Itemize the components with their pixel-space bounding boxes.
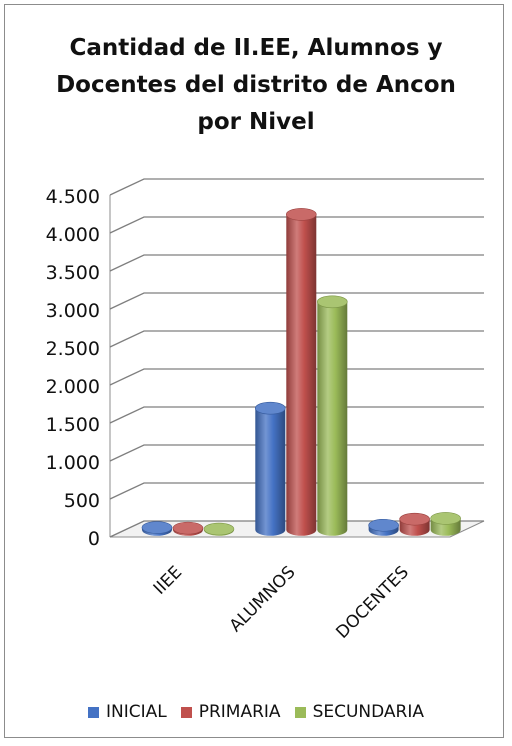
bar-top-inicial-iiee <box>141 521 173 534</box>
y-tick-label: 1.500 <box>46 414 100 436</box>
bar-top-primaria-iiee <box>172 521 204 535</box>
gridline <box>109 292 484 310</box>
chart-frame <box>4 4 504 738</box>
bar-top-secundaria-iiee <box>203 522 235 536</box>
legend-item: SECUNDARIA <box>294 702 425 722</box>
y-tick-label: 3.000 <box>46 300 100 322</box>
gridline <box>109 444 484 462</box>
x-tick-label: IIEE <box>150 562 186 598</box>
bar-top-inicial-alumnos <box>254 401 286 415</box>
y-tick-label: 4.500 <box>46 186 100 208</box>
legend-swatch <box>294 706 306 718</box>
legend-label: PRIMARIA <box>198 702 281 722</box>
legend-item: PRIMARIA <box>180 702 281 722</box>
legend-swatch <box>87 706 99 718</box>
bar-top-secundaria-docentes <box>430 512 461 525</box>
bar-inicial-alumnos <box>255 408 286 536</box>
gridline <box>109 368 484 386</box>
legend-label: INICIAL <box>105 702 167 722</box>
gridline <box>109 406 484 424</box>
legend-swatch <box>180 706 192 718</box>
bar-secundaria-alumnos <box>317 301 348 536</box>
bar-top-primaria-docentes <box>399 512 430 526</box>
x-tick-label: DOCENTES <box>332 562 412 642</box>
y-tick-label: 1.000 <box>46 452 100 474</box>
bar-top-primaria-alumnos <box>285 208 317 221</box>
gridline <box>109 330 484 348</box>
y-tick-label: 2.000 <box>46 376 100 398</box>
bar-top-inicial-docentes <box>368 518 399 532</box>
legend-label: SECUNDARIA <box>312 702 425 722</box>
chart-title: Cantidad de II.EE, Alumnos y Docentes de… <box>56 35 456 135</box>
chart-legend: INICIAL PRIMARIA SECUNDARIA <box>0 697 512 727</box>
y-tick-label: 4.000 <box>46 224 100 246</box>
y-tick-label: 2.500 <box>46 338 100 360</box>
gridline <box>109 178 484 196</box>
bar-primaria-alumnos <box>286 214 317 536</box>
gridline <box>109 520 484 538</box>
gridline <box>109 254 484 272</box>
y-tick-label: 0 <box>88 528 100 550</box>
legend-item: INICIAL <box>87 702 167 722</box>
bar-top-secundaria-alumnos <box>316 295 348 309</box>
gridline <box>109 216 484 234</box>
x-tick-label: ALUMNOS <box>226 562 300 636</box>
gridline <box>109 482 484 500</box>
y-tick-label: 500 <box>64 490 100 512</box>
y-tick-label: 3.500 <box>46 262 100 284</box>
